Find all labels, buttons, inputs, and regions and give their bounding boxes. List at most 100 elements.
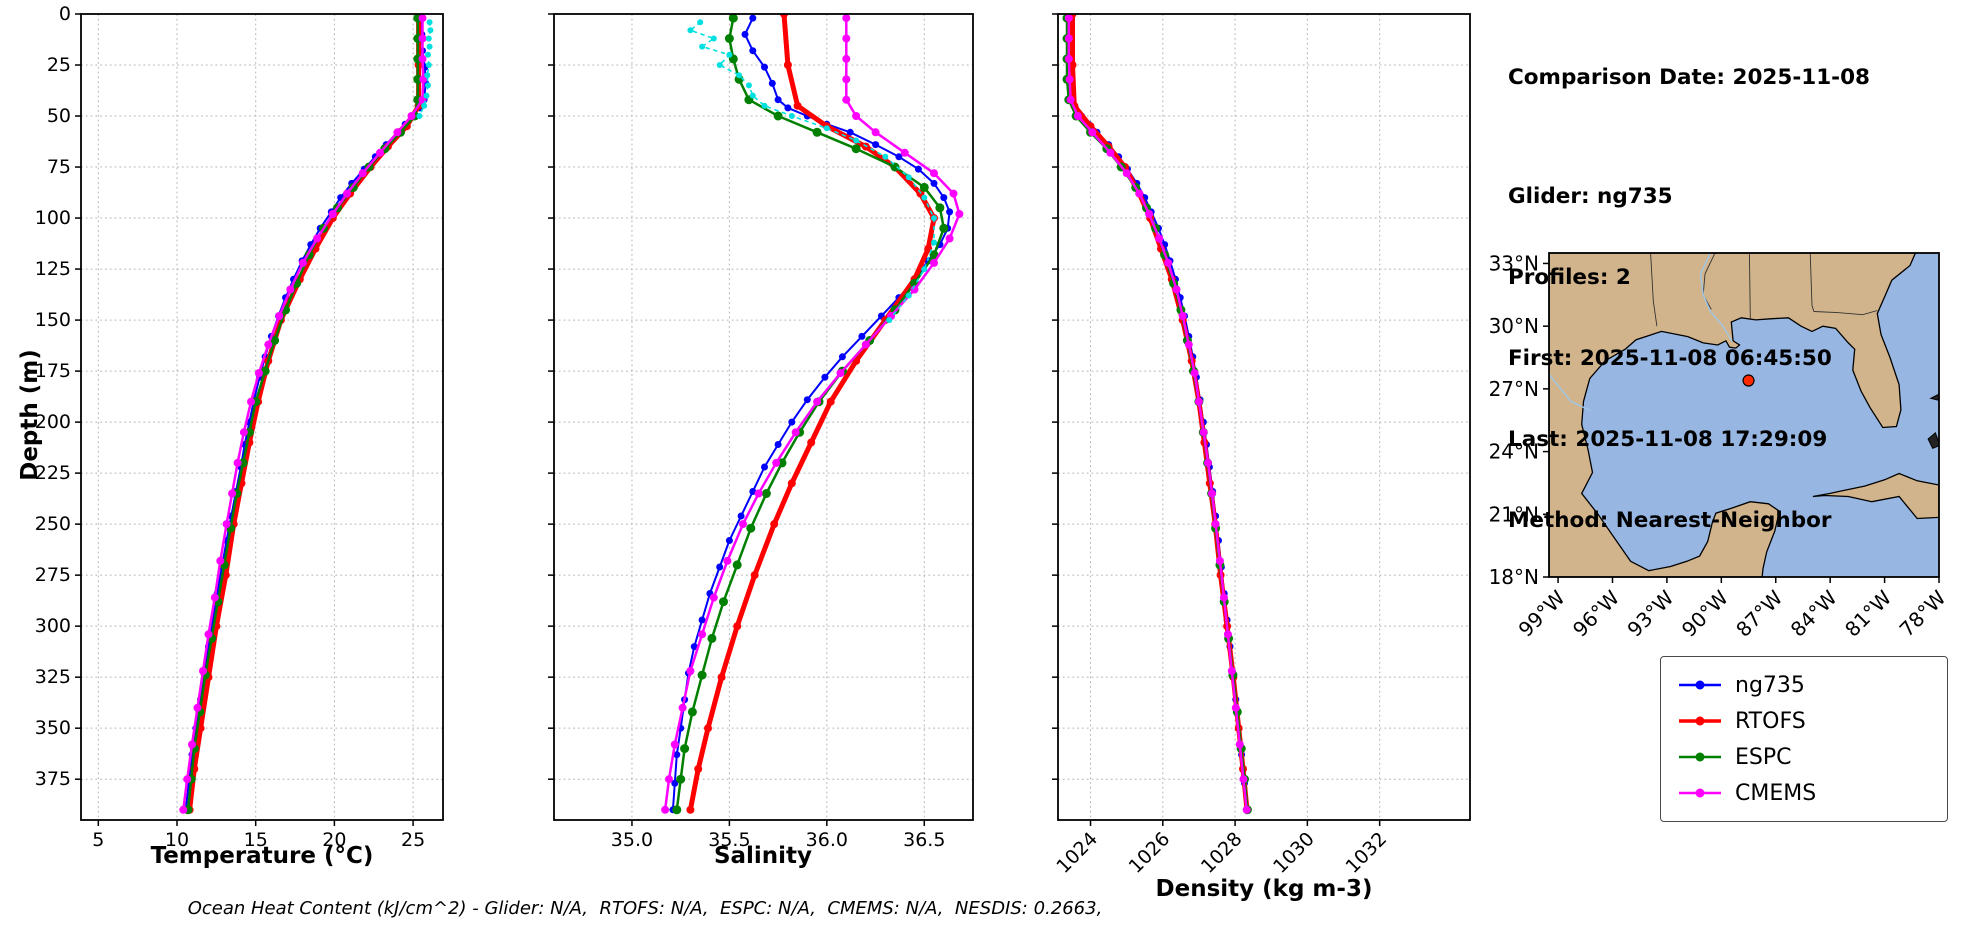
- marker-dot: [842, 14, 851, 23]
- marker-dot: [886, 317, 893, 324]
- marker-dot: [930, 179, 938, 187]
- legend-line-ng735-icon: [1679, 680, 1721, 690]
- marker-dot: [1211, 520, 1220, 529]
- marker-dot: [661, 805, 670, 814]
- marker-dot: [407, 112, 416, 120]
- marker-dot: [717, 673, 726, 682]
- depth-axis-label: Depth (m): [17, 349, 43, 481]
- map-content: [1549, 253, 1939, 577]
- marker-dot: [270, 336, 280, 345]
- marker-dot: [680, 744, 690, 754]
- marker-dot: [216, 556, 225, 565]
- marker-dot: [343, 189, 351, 198]
- marker-dot: [768, 79, 776, 87]
- marker-dot: [821, 373, 829, 381]
- marker-dot: [1219, 593, 1228, 602]
- map-lon-tick-label: 81°W: [1840, 585, 1896, 641]
- profiles-count-text: Profiles: 2: [1508, 265, 1631, 290]
- marker-dot: [1164, 258, 1173, 267]
- map-state-border: [1702, 253, 1716, 310]
- map-river: [1699, 253, 1733, 343]
- marker-dot: [425, 51, 431, 58]
- series-markers-espc: [183, 14, 423, 815]
- map-lon-tick-label: 78°W: [1895, 585, 1951, 641]
- marker-dot: [193, 703, 202, 712]
- marker-dot: [1184, 340, 1193, 349]
- marker-dot: [746, 523, 756, 533]
- marker-dot: [697, 670, 707, 680]
- series-line-ng735: [184, 17, 427, 811]
- marker-dot: [935, 203, 945, 213]
- marker-dot: [732, 560, 742, 570]
- marker-dot: [949, 189, 958, 198]
- marker-dot: [749, 92, 756, 99]
- map-lon-tick-label: 90°W: [1677, 585, 1733, 641]
- marker-dot: [737, 512, 745, 520]
- marker-dot: [787, 479, 796, 488]
- marker-dot: [1068, 61, 1077, 69]
- depth-tick-label: 50: [47, 105, 71, 127]
- marker-dot: [416, 113, 423, 119]
- marker-dot: [761, 63, 768, 71]
- marker-dot: [1194, 397, 1203, 406]
- ocean-heat-content-caption: Ocean Heat Content (kJ/cm^2) - Glider: N…: [187, 898, 1103, 919]
- tick-marks: [548, 13, 926, 826]
- map-lat-tick-label: 21°N: [1489, 502, 1539, 526]
- map-land-north-america: [1549, 253, 1917, 577]
- marker-dot: [793, 101, 802, 110]
- marker-dot: [1208, 489, 1216, 498]
- marker-dot: [853, 137, 860, 144]
- marker-dot: [716, 563, 724, 571]
- marker-dot: [842, 34, 851, 43]
- marker-dot: [930, 169, 938, 178]
- series-markers-cmems: [1064, 14, 1251, 814]
- x-tick-label: 1026: [1125, 828, 1175, 878]
- series-line-ng735: [671, 17, 951, 811]
- series-markers-espc: [672, 14, 949, 815]
- series-markers-rtofs: [185, 14, 423, 814]
- marker-dot: [826, 397, 835, 406]
- marker-dot: [183, 775, 192, 784]
- marker-dot: [1145, 210, 1154, 218]
- map-lat-tick-label: 33°N: [1489, 251, 1539, 275]
- marker-dot: [788, 113, 795, 119]
- marker-dot: [670, 740, 679, 749]
- marker-dot: [910, 285, 919, 294]
- marker-dot: [425, 62, 432, 68]
- glider-name-text: Glider: ng735: [1508, 184, 1673, 209]
- marker-dot: [774, 96, 782, 104]
- marker-dot: [838, 353, 846, 361]
- marker-dot: [723, 556, 732, 565]
- marker-dot: [921, 266, 928, 273]
- marker-dot: [671, 779, 679, 787]
- depth-tick-label: 0: [59, 3, 71, 25]
- marker-dot: [199, 667, 207, 675]
- map-lon-tick-label: 84°W: [1786, 585, 1842, 641]
- marker-dot: [788, 418, 796, 426]
- depth-tick-label: 325: [35, 666, 71, 688]
- map-lon-tick-label: 99°W: [1514, 585, 1570, 641]
- marker-dot: [921, 194, 928, 201]
- marker-dot: [872, 141, 880, 149]
- series-area: [179, 14, 434, 815]
- series-markers-ng735: [182, 14, 430, 814]
- marker-dot: [694, 765, 703, 773]
- first-profile-time-text: First: 2025-11-08 06:45:50: [1508, 346, 1832, 371]
- legend-label: ESPC: [1735, 744, 1792, 770]
- depth-tick-label: 200: [35, 411, 71, 433]
- legend-label: ng735: [1735, 672, 1805, 698]
- marker-dot: [286, 285, 295, 294]
- marker-dot: [836, 369, 845, 378]
- marker-dot: [914, 165, 922, 173]
- marker-dot: [686, 667, 695, 675]
- legend-label: RTOFS: [1735, 708, 1806, 734]
- marker-dot: [1199, 428, 1208, 437]
- marker-dot: [707, 633, 717, 643]
- x-tick-label: 1024: [1052, 828, 1102, 878]
- marker-dot: [749, 47, 757, 55]
- marker-dot: [1239, 775, 1248, 784]
- marker-dot: [313, 234, 322, 243]
- marker-dot: [851, 144, 861, 154]
- salinity-axis-label: Salinity: [713, 843, 813, 869]
